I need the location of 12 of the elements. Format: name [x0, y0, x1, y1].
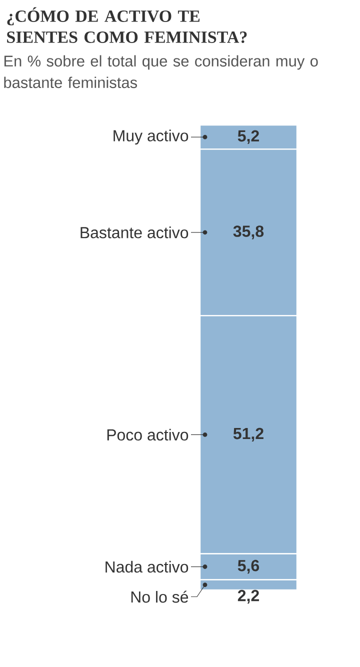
data-label: 35,8	[233, 226, 264, 240]
series-label: Bastante activo	[80, 226, 188, 238]
data-label: 51,2	[233, 428, 264, 442]
series-label: Nada activo	[106, 560, 188, 573]
data-label: 2,2	[238, 590, 259, 604]
chart-title: ¿CÓMO DE ACTIVO TE SIENTES COMO FEMINISTA?	[7, 7, 247, 44]
series-label: No lo sé	[131, 590, 188, 603]
data-label: 5,2	[238, 130, 259, 144]
chart-subtitle: En % sobre el total que se consideran muy o bastante feministas	[4, 55, 318, 88]
data-label: 5,6	[238, 560, 260, 574]
series-label: Poco activo	[107, 428, 188, 441]
series-label: Muy activo	[114, 130, 188, 145]
